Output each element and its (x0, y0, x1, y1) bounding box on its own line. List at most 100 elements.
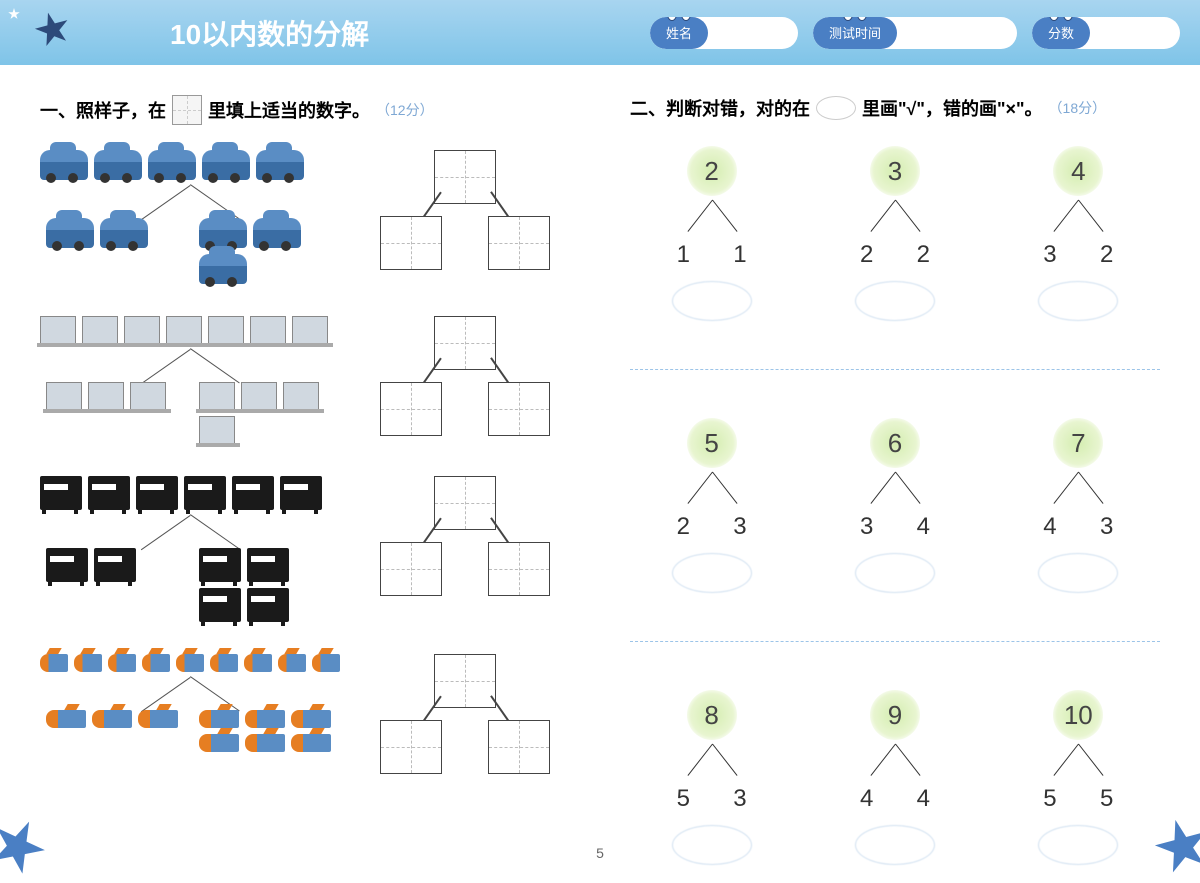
star-icon (31, 8, 74, 51)
car-icon (253, 218, 301, 248)
judge-top-number: 7 (1053, 418, 1103, 468)
answer-tree (380, 476, 550, 596)
plane-icon (245, 710, 285, 728)
car-icon (94, 150, 142, 180)
name-field: 姓名 (650, 17, 798, 49)
exercise-row (40, 476, 570, 626)
answer-box-right[interactable] (488, 382, 550, 436)
judge-bottom-numbers: 32 (997, 241, 1160, 269)
judge-top-number: 6 (870, 418, 920, 468)
score-input[interactable] (1090, 17, 1180, 49)
items-area (40, 150, 340, 288)
answer-tree (380, 150, 550, 270)
score-field: 分数 (1032, 17, 1180, 49)
answer-cloud[interactable] (672, 825, 752, 865)
answer-cloud[interactable] (855, 825, 935, 865)
judge-item: 432 (997, 146, 1160, 321)
answer-cloud[interactable] (1038, 825, 1118, 865)
plane-icon (46, 710, 86, 728)
laptop-icon (199, 382, 235, 410)
answer-cloud[interactable] (855, 281, 935, 321)
judge-grid: 2113224325236347438539441055 (630, 146, 1160, 865)
split-lines (813, 740, 976, 785)
judge-item: 634 (813, 418, 976, 593)
answer-box-left[interactable] (380, 720, 442, 774)
laptop-icon (46, 382, 82, 410)
section-1: 一、照样子，在 里填上适当的数字。 （12分） (40, 95, 600, 865)
time-input[interactable] (897, 17, 1017, 49)
items-area (40, 654, 340, 756)
splitter-lines (40, 676, 340, 706)
judge-top-number: 5 (687, 418, 737, 468)
piano-icon (136, 476, 178, 510)
piano-icon (199, 588, 241, 622)
plane-icon (278, 654, 306, 672)
answer-tree (380, 654, 550, 774)
car-icon (148, 150, 196, 180)
plane-icon (199, 710, 239, 728)
exercise-row (40, 316, 570, 448)
judge-bottom-numbers: 53 (630, 785, 793, 813)
laptop-icon (82, 316, 118, 344)
judge-bottom-numbers: 44 (813, 785, 976, 813)
split-lines (630, 740, 793, 785)
answer-cloud[interactable] (855, 553, 935, 593)
section-2: 二、判断对错，对的在 里画"√"，错的画"×"。 （18分） 211322432… (600, 95, 1160, 865)
score-label: 分数 (1032, 17, 1090, 49)
time-label: 测试时间 (813, 17, 897, 49)
piano-icon (46, 548, 88, 582)
judge-bottom-numbers: 11 (630, 241, 793, 269)
split-lines (997, 468, 1160, 513)
answer-cloud[interactable] (672, 281, 752, 321)
answer-box-right[interactable] (488, 542, 550, 596)
judge-item: 9 44 (813, 690, 976, 865)
answer-box-top[interactable] (434, 150, 496, 204)
piano-icon (88, 476, 130, 510)
judge-bottom-numbers: 55 (997, 785, 1160, 813)
answer-box-top[interactable] (434, 654, 496, 708)
name-input[interactable] (708, 17, 798, 49)
laptop-icon (166, 316, 202, 344)
answer-box-top[interactable] (434, 316, 496, 370)
laptop-icon (40, 316, 76, 344)
judge-top-number: 10 (1053, 690, 1103, 740)
laptop-icon (88, 382, 124, 410)
answer-box-left[interactable] (380, 216, 442, 270)
judge-item: 322 (813, 146, 976, 321)
plane-icon (138, 710, 178, 728)
split-lines (630, 468, 793, 513)
answer-cloud[interactable] (1038, 553, 1118, 593)
judge-item: 5 23 (630, 418, 793, 593)
plane-icon (40, 654, 68, 672)
answer-box-top[interactable] (434, 476, 496, 530)
divider (630, 369, 1160, 370)
laptop-icon (250, 316, 286, 344)
page-header: 10以内数的分解 姓名 测试时间 分数 (0, 0, 1200, 65)
split-lines (630, 196, 793, 241)
laptop-icon (199, 416, 235, 444)
plane-icon (210, 654, 238, 672)
section-1-title: 一、照样子，在 里填上适当的数字。 （12分） (40, 95, 570, 125)
answer-box-left[interactable] (380, 542, 442, 596)
answer-box-right[interactable] (488, 216, 550, 270)
laptop-icon (124, 316, 160, 344)
answer-cloud[interactable] (672, 553, 752, 593)
answer-box-left[interactable] (380, 382, 442, 436)
judge-item: 743 (997, 418, 1160, 593)
plane-icon (312, 654, 340, 672)
exercise-row (40, 654, 570, 774)
piano-icon (247, 588, 289, 622)
piano-icon (247, 548, 289, 582)
car-icon (256, 150, 304, 180)
plane-icon (291, 710, 331, 728)
judge-top-number: 3 (870, 146, 920, 196)
judge-bottom-numbers: 23 (630, 513, 793, 541)
splitter-lines (40, 184, 340, 214)
judge-top-number: 9 (870, 690, 920, 740)
oval-icon (816, 96, 856, 120)
laptop-icon (208, 316, 244, 344)
piano-icon (232, 476, 274, 510)
answer-cloud[interactable] (1038, 281, 1118, 321)
answer-box-right[interactable] (488, 720, 550, 774)
exercise-row (40, 150, 570, 288)
